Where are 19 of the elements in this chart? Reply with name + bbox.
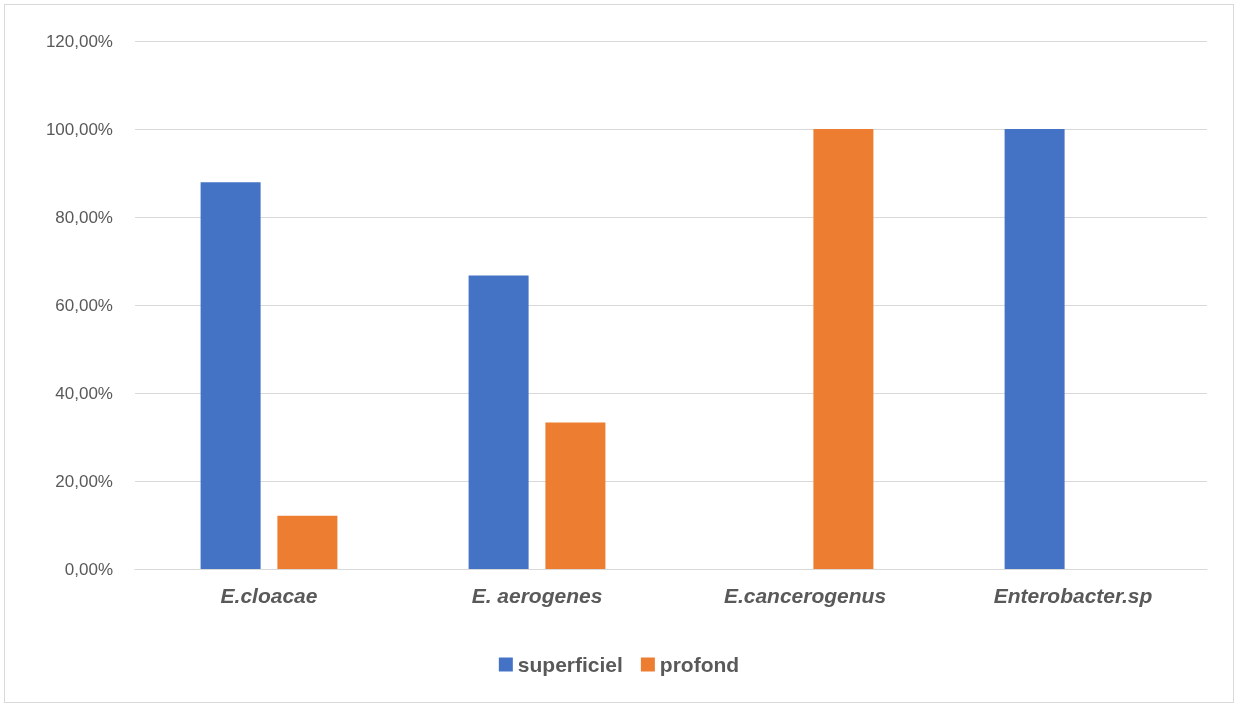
bar xyxy=(545,422,606,569)
x-tick-label: E.cancerogenus xyxy=(723,584,887,607)
y-tick-label: 80,00% xyxy=(55,207,113,227)
bar xyxy=(277,515,338,569)
legend-label: profond xyxy=(659,653,740,676)
legend-label: superficiel xyxy=(517,653,623,676)
bar xyxy=(1004,129,1065,569)
y-tick-label: 60,00% xyxy=(55,295,113,315)
bar xyxy=(200,182,261,569)
bar xyxy=(468,275,529,569)
bar xyxy=(813,129,874,569)
y-tick-label: 20,00% xyxy=(55,471,113,491)
x-tick-label: E.cloacae xyxy=(220,584,318,607)
y-tick-label: 100,00% xyxy=(45,119,113,139)
y-tick-label: 40,00% xyxy=(55,383,113,403)
y-tick-label: 120,00% xyxy=(45,31,113,51)
x-tick-label: Enterobacter.sp xyxy=(993,584,1153,607)
x-tick-label: E. aerogenes xyxy=(471,584,603,607)
y-tick-label: 0,00% xyxy=(64,559,113,579)
